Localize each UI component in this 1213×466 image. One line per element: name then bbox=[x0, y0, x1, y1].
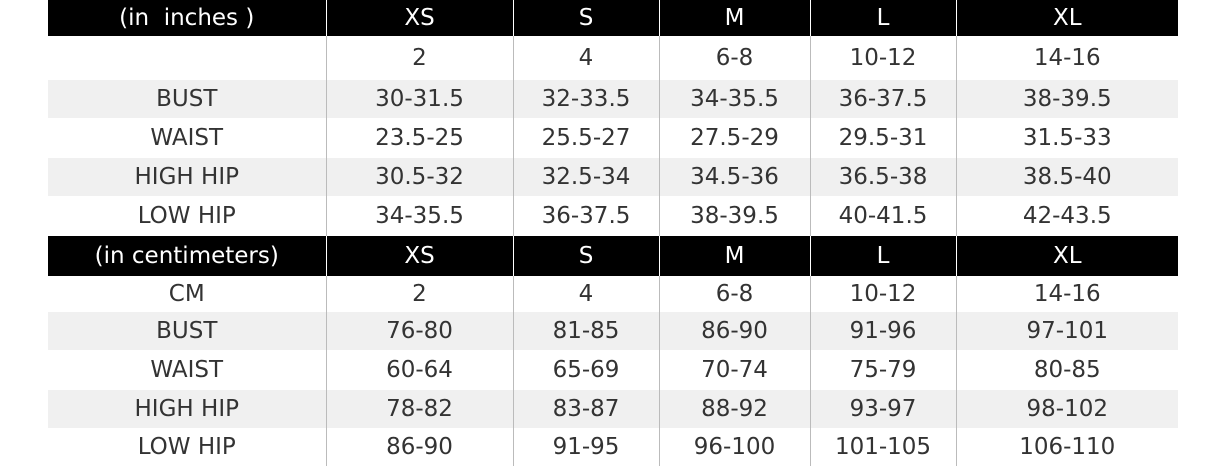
size-value: 14-16 bbox=[955, 276, 1178, 312]
row-label bbox=[48, 36, 326, 80]
header-row: (in inches ) XS S M L XL bbox=[48, 0, 1178, 36]
size-value: 88-92 bbox=[658, 390, 810, 428]
size-value: 30.5-32 bbox=[325, 158, 513, 196]
size-value: 6-8 bbox=[658, 36, 810, 80]
size-value: 81-85 bbox=[512, 312, 659, 350]
size-value: 91-96 bbox=[809, 312, 956, 350]
data-row: LOW HIP 86-90 91-95 96-100 101-105 106-110 bbox=[48, 428, 1178, 466]
data-row: 2 4 6-8 10-12 14-16 bbox=[48, 36, 1178, 80]
row-label: HIGH HIP bbox=[48, 390, 326, 428]
data-row: HIGH HIP 30.5-32 32.5-34 34.5-36 36.5-38 38.5… bbox=[48, 158, 1178, 196]
size-value: 27.5-29 bbox=[658, 118, 810, 158]
size-value: 34-35.5 bbox=[658, 80, 810, 118]
size-value: 25.5-27 bbox=[512, 118, 659, 158]
size-value: 2 bbox=[325, 36, 513, 80]
row-label: BUST bbox=[48, 80, 326, 118]
header-cell: XS bbox=[325, 0, 513, 36]
size-value: 78-82 bbox=[325, 390, 513, 428]
size-value: 83-87 bbox=[512, 390, 659, 428]
size-value: 86-90 bbox=[325, 428, 513, 466]
size-value: 6-8 bbox=[658, 276, 810, 312]
header-cell: XS bbox=[325, 236, 513, 276]
data-row: WAIST 23.5-25 25.5-27 27.5-29 29.5-31 31.5-33 bbox=[48, 118, 1178, 158]
row-label: WAIST bbox=[150, 125, 224, 151]
size-value: 65-69 bbox=[512, 350, 659, 390]
header-cell: (in inches ) bbox=[48, 0, 326, 36]
size-value: 97-101 bbox=[955, 312, 1178, 350]
data-row: WAIST 60-64 65-69 70-74 75-79 80-85 bbox=[48, 350, 1178, 390]
data-row: BUST 30-31.5 32-33.5 34-35.5 36-37.5 38-39.5 bbox=[48, 80, 1178, 118]
size-value: 38-39.5 bbox=[955, 80, 1178, 118]
size-value: 10-12 bbox=[809, 276, 956, 312]
size-value: 4 bbox=[512, 276, 659, 312]
size-value: 38-39.5 bbox=[658, 196, 810, 236]
size-value: 36-37.5 bbox=[512, 196, 659, 236]
header-cell: (in centimeters) bbox=[48, 236, 326, 276]
header-cell: S bbox=[512, 0, 659, 36]
size-value: 36.5-38 bbox=[809, 158, 956, 196]
size-value: 4 bbox=[512, 36, 659, 80]
row-label: CM bbox=[168, 281, 205, 307]
size-value: 80-85 bbox=[955, 350, 1178, 390]
header-row: (in centimeters) XS S M L XL bbox=[48, 236, 1178, 276]
size-value: 42-43.5 bbox=[955, 196, 1178, 236]
data-row: BUST 76-80 81-85 86-90 91-96 97-101 bbox=[48, 312, 1178, 350]
size-value: 76-80 bbox=[325, 312, 513, 350]
size-value: 34-35.5 bbox=[325, 196, 513, 236]
size-value: 96-100 bbox=[658, 428, 810, 466]
size-value: 40-41.5 bbox=[809, 196, 956, 236]
size-value: 101-105 bbox=[809, 428, 956, 466]
size-value: 91-95 bbox=[512, 428, 659, 466]
header-cell: M bbox=[658, 236, 810, 276]
size-value: 29.5-31 bbox=[809, 118, 956, 158]
header-cell: M bbox=[658, 0, 810, 36]
size-value: 60-64 bbox=[325, 350, 513, 390]
row-label: HIGH HIP bbox=[48, 158, 326, 196]
size-value: 36-37.5 bbox=[809, 80, 956, 118]
size-value: 93-97 bbox=[809, 390, 956, 428]
data-row: HIGH HIP 78-82 83-87 88-92 93-97 98-102 bbox=[48, 390, 1178, 428]
data-row: LOW HIP 34-35.5 36-37.5 38-39.5 40-41.5 42-43… bbox=[48, 196, 1178, 236]
size-value: 98-102 bbox=[955, 390, 1178, 428]
size-value: 10-12 bbox=[809, 36, 956, 80]
header-cell: XL bbox=[955, 0, 1178, 36]
size-chart: (in inches ) XS S M L XL 2 4 6-8 10-12 14-16 BUST 30… bbox=[48, 0, 1178, 466]
header-cell: L bbox=[809, 236, 956, 276]
size-value: 32-33.5 bbox=[512, 80, 659, 118]
size-value: 106-110 bbox=[955, 428, 1178, 466]
size-value: 86-90 bbox=[658, 312, 810, 350]
size-value: 34.5-36 bbox=[658, 158, 810, 196]
size-value: 30-31.5 bbox=[325, 80, 513, 118]
row-label: LOW HIP bbox=[137, 203, 236, 229]
size-value: 31.5-33 bbox=[955, 118, 1178, 158]
size-value: 75-79 bbox=[809, 350, 956, 390]
row-label: BUST bbox=[48, 312, 326, 350]
row-label: WAIST bbox=[150, 357, 224, 383]
size-value: 23.5-25 bbox=[325, 118, 513, 158]
header-cell: L bbox=[809, 0, 956, 36]
size-value: 32.5-34 bbox=[512, 158, 659, 196]
table-body: (in inches ) XS S M L XL 2 4 6-8 10-12 14-16 BUST 30… bbox=[48, 0, 1178, 466]
size-value: 38.5-40 bbox=[955, 158, 1178, 196]
size-value: 70-74 bbox=[658, 350, 810, 390]
size-value: 2 bbox=[325, 276, 513, 312]
header-cell: XL bbox=[955, 236, 1178, 276]
row-label: LOW HIP bbox=[137, 434, 236, 460]
size-value: 14-16 bbox=[955, 36, 1178, 80]
data-row: CM 2 4 6-8 10-12 14-16 bbox=[48, 276, 1178, 312]
header-cell: S bbox=[512, 236, 659, 276]
